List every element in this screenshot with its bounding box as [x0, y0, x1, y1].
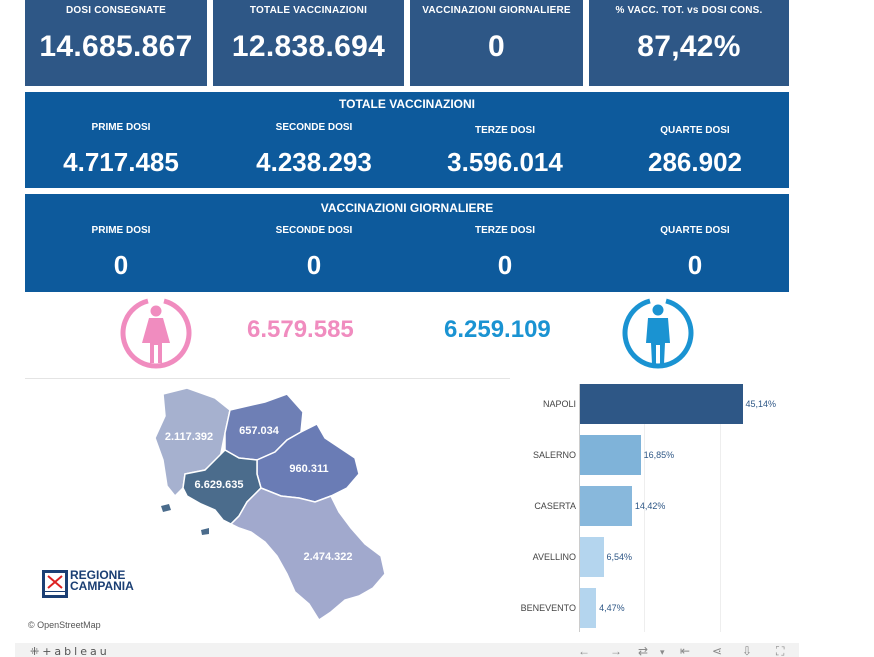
- cell-label: PRIME DOSI: [91, 225, 151, 236]
- bar-row[interactable]: CASERTA 14,42%: [510, 486, 790, 526]
- giornaliere-quarte-dosi[interactable]: QUARTE DOSI 0: [599, 225, 791, 281]
- cell-value: 0: [306, 250, 322, 280]
- undo-icon[interactable]: ←: [578, 644, 590, 657]
- giornaliere-seconde-dosi[interactable]: SECONDE DOSI 0: [218, 225, 410, 281]
- share-icon[interactable]: ⋖: [712, 644, 723, 657]
- map-region-salerno[interactable]: [229, 487, 386, 622]
- vaccinazioni-giornaliere-panel: VACCINAZIONI GIORNALIERE PRIME DOSI 0 SE…: [25, 194, 789, 292]
- campania-map[interactable]: 2.117.392 657.034 960.311 6.629.635 2.47…: [25, 378, 510, 632]
- revert-icon[interactable]: ⇄: [638, 644, 649, 657]
- bar-value-label: 4,47%: [599, 603, 625, 613]
- bar-category-label: SALERNO: [532, 450, 576, 460]
- redo-icon[interactable]: →: [610, 644, 622, 657]
- totale-quarte-dosi[interactable]: QUARTE DOSI 286.902: [599, 125, 791, 178]
- cell-value: 3.596.014: [447, 147, 563, 177]
- male-count: 6.259.109: [444, 316, 551, 343]
- regione-campania-logo: [42, 570, 68, 598]
- bar[interactable]: [580, 588, 597, 628]
- bar[interactable]: [580, 384, 743, 424]
- kpi-dosi-consegnate[interactable]: DOSI CONSEGNATE 14.685.867: [25, 0, 207, 86]
- bar-row[interactable]: NAPOLI 45,14%: [510, 384, 790, 424]
- cell-label: QUARTE DOSI: [660, 125, 730, 136]
- cell-value: 0: [113, 250, 129, 280]
- chevron-down-icon[interactable]: ▾: [660, 647, 665, 657]
- tableau-toolbar: [15, 643, 799, 657]
- bar-value-label: 16,85%: [643, 450, 675, 460]
- kpi-percentuale[interactable]: % VACC. TOT. vs DOSI CONS. 87,42%: [589, 0, 789, 86]
- kpi-vaccinazioni-giornaliere[interactable]: VACCINAZIONI GIORNALIERE 0: [410, 0, 583, 86]
- bar[interactable]: [580, 537, 604, 577]
- kpi-label: DOSI CONSEGNATE: [65, 5, 167, 16]
- bar-value-label: 6,54%: [606, 552, 633, 562]
- panel-title: VACCINAZIONI GIORNALIERE: [320, 201, 494, 215]
- bar-category-label: AVELLINO: [532, 552, 576, 562]
- kpi-value: 12.838.694: [231, 30, 386, 63]
- cell-label: PRIME DOSI: [91, 122, 151, 133]
- kpi-value: 14.685.867: [39, 30, 193, 63]
- map-label-benevento: 657.034: [239, 425, 280, 437]
- kpi-label: VACCINAZIONI GIORNALIERE: [422, 5, 571, 16]
- cell-value: 4.717.485: [63, 147, 179, 177]
- fullscreen-icon[interactable]: ⛶: [776, 644, 785, 657]
- female-count: 6.579.585: [247, 316, 354, 343]
- province-bar-chart: NAPOLI 45,14% SALERNO 16,85% CASERTA 14,42% AV…: [510, 378, 790, 632]
- map-island-ischia: [161, 504, 171, 512]
- bar-value-label: 14,42%: [634, 501, 666, 511]
- totale-vaccinazioni-panel: TOTALE VACCINAZIONI PRIME DOSI 4.717.485…: [25, 92, 789, 188]
- tableau-plus-icon: ⁜: [30, 645, 43, 657]
- map-label-caserta: 2.117.392: [165, 431, 213, 443]
- bar[interactable]: [580, 435, 641, 475]
- download-icon[interactable]: ⇩: [742, 644, 753, 657]
- bar-row[interactable]: AVELLINO 6,54%: [510, 537, 790, 577]
- bar-axis: [579, 384, 580, 632]
- cell-label: SECONDE DOSI: [275, 122, 353, 133]
- map-island-capri: [201, 528, 209, 535]
- bar-row[interactable]: SALERNO 16,85%: [510, 435, 790, 475]
- map-label-avellino: 960.311: [289, 463, 328, 475]
- cell-value: 286.902: [648, 147, 742, 177]
- map-attribution[interactable]: © OpenStreetMap: [28, 620, 101, 630]
- gridline: [644, 384, 645, 632]
- reset-icon[interactable]: ⇤: [680, 644, 691, 657]
- cell-value: 0: [497, 250, 513, 280]
- cell-label: SECONDE DOSI: [275, 225, 353, 236]
- map-label-salerno: 2.474.322: [304, 551, 353, 563]
- kpi-totale-vaccinazioni[interactable]: TOTALE VACCINAZIONI 12.838.694: [213, 0, 404, 86]
- bar-row[interactable]: BENEVENTO 4,47%: [510, 588, 790, 628]
- bar-category-label: NAPOLI: [542, 399, 576, 409]
- bar-category-label: CASERTA: [534, 501, 576, 511]
- totale-prime-dosi[interactable]: PRIME DOSI 4.717.485: [25, 122, 217, 178]
- cell-label: TERZE DOSI: [474, 225, 535, 236]
- gridline: [720, 384, 721, 632]
- bar[interactable]: [580, 486, 632, 526]
- cell-label: TERZE DOSI: [474, 125, 535, 136]
- cell-label: QUARTE DOSI: [660, 225, 730, 236]
- totale-seconde-dosi[interactable]: SECONDE DOSI 4.238.293: [218, 122, 410, 178]
- bar-value-label: 45,14%: [745, 399, 777, 409]
- kpi-label: TOTALE VACCINAZIONI: [249, 5, 368, 16]
- male-icon: [622, 298, 694, 369]
- regione-campania-logo-text: REGIONE CAMPANIA: [70, 568, 134, 593]
- female-icon: [120, 298, 192, 369]
- tableau-logo[interactable]: ⁜+ableau: [30, 645, 110, 657]
- giornaliere-prime-dosi[interactable]: PRIME DOSI 0: [25, 225, 217, 281]
- kpi-value: 87,42%: [637, 30, 741, 63]
- kpi-label: % VACC. TOT. vs DOSI CONS.: [615, 5, 763, 16]
- panel-title: TOTALE VACCINAZIONI: [339, 97, 475, 111]
- cell-value: 0: [687, 250, 703, 280]
- kpi-value: 0: [488, 30, 505, 63]
- giornaliere-terze-dosi[interactable]: TERZE DOSI 0: [409, 225, 601, 281]
- totale-terze-dosi[interactable]: TERZE DOSI 3.596.014: [409, 125, 601, 178]
- cell-value: 4.238.293: [256, 147, 372, 177]
- bar-category-label: BENEVENTO: [520, 603, 576, 613]
- map-label-napoli: 6.629.635: [195, 479, 244, 491]
